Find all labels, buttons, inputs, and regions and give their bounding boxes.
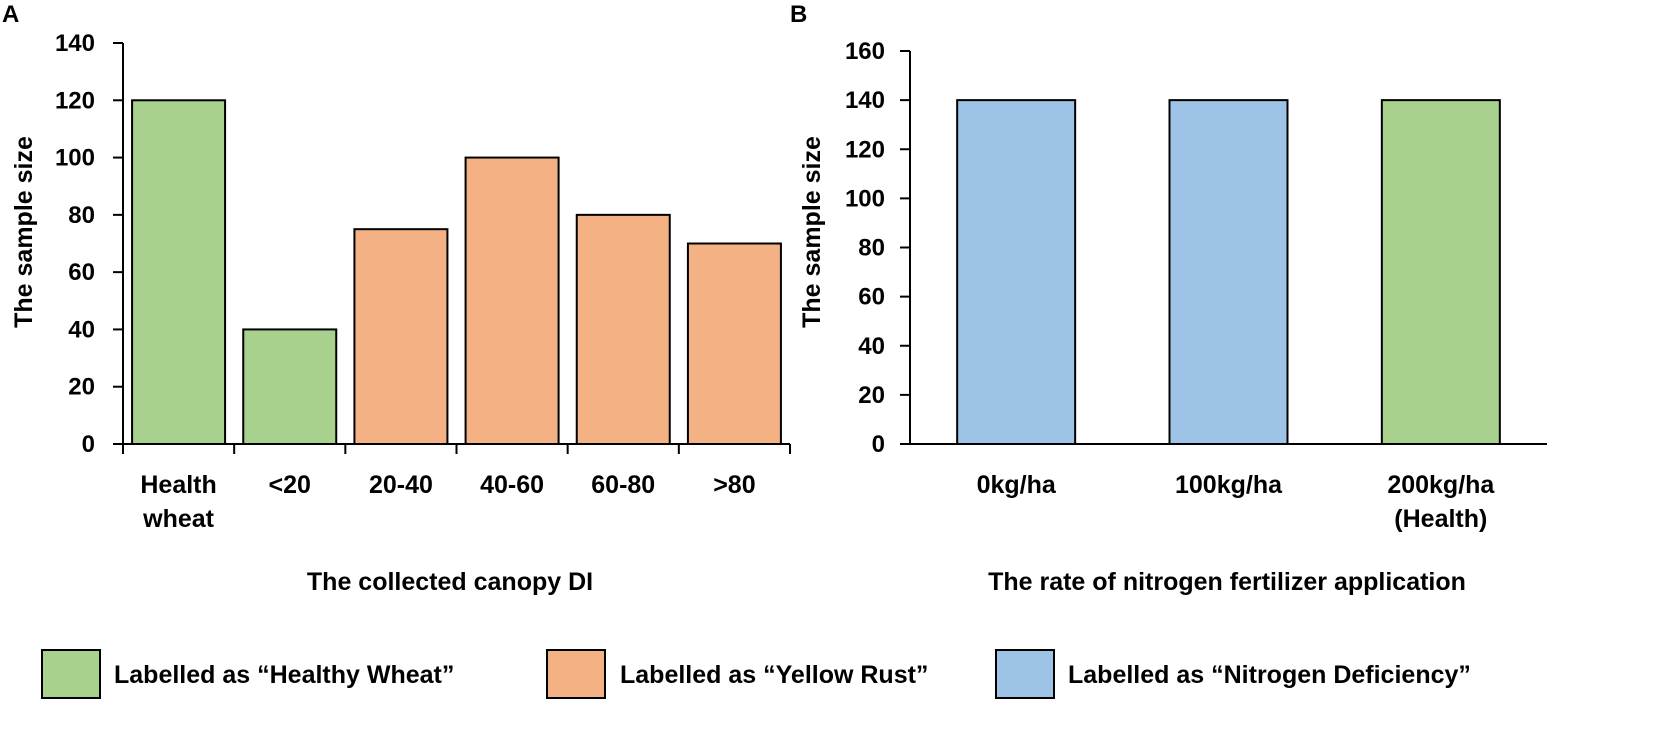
legend-item-nitrogen: Labelled as “Nitrogen Deficiency” [995,649,1471,699]
panel-a-ytick-label: 0 [82,431,95,458]
panel-a-ytick-label: 100 [55,145,95,172]
legend-label-nitrogen: Labelled as “Nitrogen Deficiency” [1068,661,1471,689]
panel-b-ytick-label: 40 [858,333,885,360]
panel-a-bar-1 [242,328,338,445]
legend-swatch-nitrogen [995,649,1055,699]
legend-item-healthy: Labelled as “Healthy Wheat” [41,649,454,699]
panel-b-ytick-label: 80 [858,235,885,262]
panel-b-ytick-label: 60 [858,284,885,311]
legend-label-rust: Labelled as “Yellow Rust” [620,661,928,689]
panel-a-axes [122,43,791,454]
panel-a-ytick-label: 140 [55,30,95,57]
panel-a-category-label: Health [140,471,216,499]
panel-a-ytick-label: 40 [68,316,95,343]
panel-b-ylabel: The sample size [798,136,826,328]
panel-b-ytick-label: 0 [872,431,885,458]
panel-b-category-label: 0kg/ha [977,471,1057,499]
panel-a-category-label: wheat [142,505,215,533]
panel-a-category-label: <20 [269,471,311,499]
panel-b-ytick-label: 160 [845,38,885,65]
panel-a-bar-3 [464,156,560,445]
panel-b-ytick-label: 120 [845,136,885,163]
panel-a-bar-5 [686,242,782,445]
panel-b-letter: B [790,1,807,28]
panel-b-ytick-label: 140 [845,87,885,114]
legend-swatch-healthy [41,649,101,699]
panel-b-xlabel: The rate of nitrogen fertilizer applicat… [988,568,1466,596]
panel-b-category-label: 200kg/ha [1387,471,1495,499]
panel-a-letter: A [2,1,19,28]
panel-b: B The sample size The rate of nitrogen f… [790,1,1547,596]
panel-a-ylabel: The sample size [10,136,38,328]
panel-b-bars [956,99,1501,445]
panel-b-bar-0 [956,99,1077,445]
panel-a-category-label: 40-60 [480,471,544,499]
panel-a-ytick-label: 120 [55,87,95,114]
legend-swatch-rust [546,649,606,699]
panel-b-ytick-label: 100 [845,185,885,212]
panel-a-category-label: 20-40 [369,471,433,499]
panel-a-category-label: >80 [713,471,755,499]
panel-a-bar-2 [353,228,449,445]
legend-item-rust: Labelled as “Yellow Rust” [546,649,928,699]
panel-b-category-label: (Health) [1394,505,1487,533]
panel-a-ytick-label: 60 [68,259,95,286]
panel-b-categories: 0kg/ha 100kg/ha 200kg/ha (Health) [977,471,1496,533]
panel-a-ytick-label: 20 [68,374,95,401]
panel-b-category-label: 100kg/ha [1175,471,1283,499]
panel-b-bar-2 [1380,99,1501,445]
panel-a: A The sample size The collected canopy D… [2,1,791,596]
legend-label-healthy: Labelled as “Healthy Wheat” [114,661,454,689]
panel-a-category-label: 60-80 [591,471,655,499]
panel-a-yticks: 0 20 40 60 80 100 120 140 [55,30,123,458]
panel-b-ytick-label: 20 [858,382,885,409]
panel-a-bar-0 [131,99,227,446]
panel-a-xlabel: The collected canopy DI [307,568,593,596]
panel-b-bar-1 [1168,99,1289,445]
panel-a-bars [131,99,782,446]
panel-a-categories: Health wheat <20 20-40 40-60 60-80 >80 [140,471,755,533]
panel-a-ytick-label: 80 [68,202,95,229]
panel-a-bar-4 [575,213,671,445]
panel-b-yticks: 0 20 40 60 80 100 120 140 160 [845,38,910,458]
legend: Labelled as “Healthy Wheat” Labelled as … [41,649,1471,699]
